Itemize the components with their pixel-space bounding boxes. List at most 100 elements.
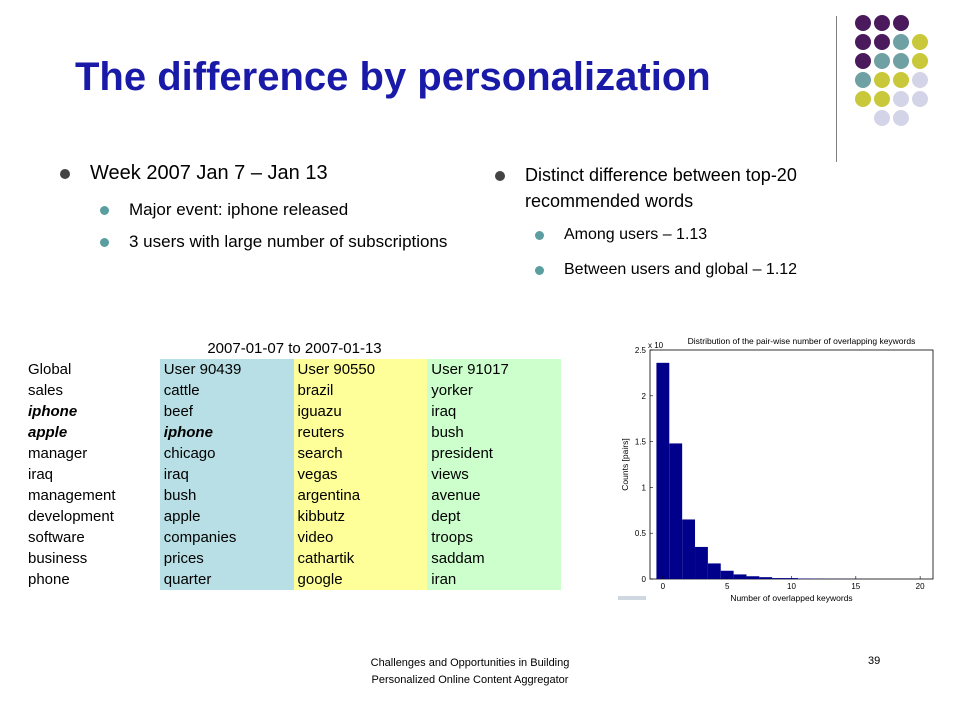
decorative-dot <box>874 34 890 50</box>
table-cell: chicago <box>159 443 294 464</box>
histogram-bar <box>746 576 760 579</box>
table-cell: saddam <box>427 548 561 569</box>
y-tick-label: 2.5 <box>635 346 647 355</box>
header-cell: Global <box>24 359 160 380</box>
decorative-dot <box>874 53 890 69</box>
x-tick-label: 15 <box>851 582 860 591</box>
table-cell: phone <box>24 569 160 590</box>
table-row: development apple kibbutz dept <box>24 506 561 527</box>
sub-bullet-dot <box>535 231 544 240</box>
table-cell: brazil <box>293 380 428 401</box>
table-cell: sales <box>24 380 160 401</box>
bullet-text: Distinct difference between top-20 recom… <box>525 165 797 211</box>
table-cell: troops <box>427 527 561 548</box>
decorative-dot <box>855 34 871 50</box>
histogram-bar <box>720 570 734 579</box>
table-cell: development <box>24 506 160 527</box>
table-cell: cattle <box>159 380 294 401</box>
slide-footer: Challenges and Opportunities in Building… <box>300 655 640 689</box>
figure-scrollbar <box>618 596 646 600</box>
sub-bullet-dot <box>100 238 109 247</box>
table-cell: business <box>24 548 160 569</box>
table-row: management bush argentina avenue <box>24 485 561 506</box>
decorative-dot <box>874 72 890 88</box>
y-tick-label: 0.5 <box>635 529 647 538</box>
decorative-dot <box>874 15 890 31</box>
sub-bullet-text: Between users and global – 1.12 <box>564 261 798 278</box>
table-cell: kibbutz <box>293 506 428 527</box>
table-cell: search <box>293 443 428 464</box>
bullet-dot <box>60 169 70 179</box>
table-cell: apple <box>159 506 294 527</box>
table-cell: dept <box>427 506 561 527</box>
page-number: 39 <box>868 655 881 667</box>
y-tick-label: 1 <box>642 483 647 492</box>
sub-bullet-text: Among users – 1.13 <box>564 226 708 243</box>
table-cell: manager <box>24 443 160 464</box>
decorative-dot <box>893 34 909 50</box>
table-row: sales cattle brazil yorker <box>24 380 561 401</box>
decorative-dot <box>912 91 928 107</box>
table-cell: software <box>24 527 160 548</box>
table-row: phone quarter google iran <box>24 569 561 590</box>
right-bullet-list: Distinct difference between top-20 recom… <box>495 162 915 291</box>
table-cell: vegas <box>293 464 428 485</box>
slide-title: The difference by personalization <box>75 55 711 99</box>
y-axis-label: Counts [pairs] <box>620 438 630 490</box>
table-caption: 2007-01-07 to 2007-01-13 <box>24 338 561 359</box>
decorative-divider <box>836 16 837 162</box>
decorative-dot <box>855 15 871 31</box>
decorative-dot <box>912 72 928 88</box>
table-cell: reuters <box>293 422 428 443</box>
bullet-text: Week 2007 Jan 7 – Jan 13 <box>90 162 328 184</box>
table-cell: video <box>293 527 428 548</box>
decorative-dot <box>912 53 928 69</box>
header-cell: User 91017 <box>427 359 561 380</box>
keyword-table: 2007-01-07 to 2007-01-13 Global User 904… <box>24 338 561 590</box>
decorative-dot <box>855 72 871 88</box>
footer-line: Personalized Online Content Aggregator <box>371 674 569 686</box>
table-cell: management <box>24 485 160 506</box>
y-tick-label: 0 <box>642 575 647 584</box>
decorative-dot <box>893 72 909 88</box>
y-multiplier-label: x 10 <box>648 341 664 350</box>
x-tick-label: 0 <box>661 582 666 591</box>
sub-bullet-dot <box>100 206 109 215</box>
table-cell: iraq <box>159 464 294 485</box>
table-cell: iraq <box>427 401 561 422</box>
decorative-dot <box>893 53 909 69</box>
histogram-bar <box>772 578 786 579</box>
decorative-dot <box>893 91 909 107</box>
table-row: software companies video troops <box>24 527 561 548</box>
left-bullet-list: Week 2007 Jan 7 – Jan 13 Major event: ip… <box>60 162 470 263</box>
sub-bullet-text: Major event: iphone released <box>129 200 349 219</box>
table-cell: beef <box>159 401 294 422</box>
table-cell: cathartik <box>293 548 428 569</box>
table-cell: apple <box>24 422 160 443</box>
footer-line: Challenges and Opportunities in Building <box>370 657 570 669</box>
table-row: business prices cathartik saddam <box>24 548 561 569</box>
table-row: iraq iraq vegas views <box>24 464 561 485</box>
table-cell: bush <box>159 485 294 506</box>
table-cell: iphone <box>159 422 294 443</box>
table-cell: iraq <box>24 464 160 485</box>
decorative-dot <box>874 110 890 126</box>
decorative-dot <box>874 91 890 107</box>
decorative-dot <box>893 15 909 31</box>
overlap-histogram-chart: 0 5 10 15 20 0 0.5 1 1.5 2 2.5x 10 Distribution of … <box>618 336 934 603</box>
table-row: apple iphone reuters bush <box>24 422 561 443</box>
table-header-row: Global User 90439 User 90550 User 91017 <box>24 359 561 380</box>
decorative-dot <box>855 53 871 69</box>
histogram-bar <box>707 563 721 579</box>
table-cell: quarter <box>159 569 294 590</box>
table-cell: views <box>427 464 561 485</box>
table-cell: president <box>427 443 561 464</box>
y-tick-label: 2 <box>642 392 647 401</box>
histogram-bar <box>669 443 683 579</box>
table-cell: google <box>293 569 428 590</box>
bullet-dot <box>495 171 505 181</box>
table-cell: iguazu <box>293 401 428 422</box>
plot-area <box>649 349 934 580</box>
y-tick-label: 1.5 <box>635 438 647 447</box>
histogram-bar <box>695 546 708 579</box>
